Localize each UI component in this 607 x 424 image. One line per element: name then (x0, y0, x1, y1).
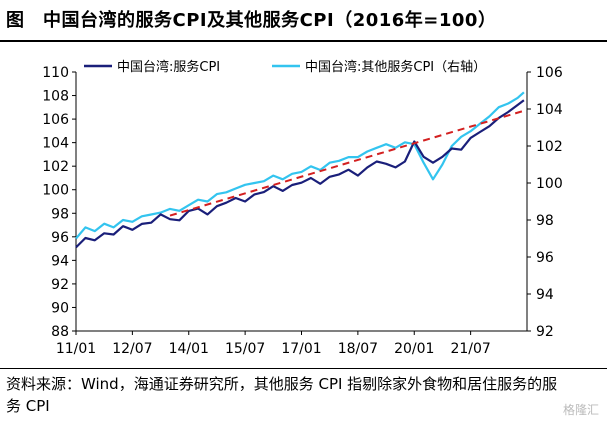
title-bar: 图 中国台湾的服务CPI及其他服务CPI（2016年=100） (0, 0, 607, 46)
left-axis-tick-label: 96 (51, 230, 69, 246)
other-services-cpi-line (75, 91, 525, 240)
footer-rule (0, 368, 607, 369)
title-rule (0, 40, 607, 42)
left-axis-tick-label: 94 (51, 253, 69, 269)
right-axis-tick-label: 92 (536, 324, 554, 340)
trend-line (169, 109, 525, 217)
left-axis-tick-label: 100 (42, 183, 69, 199)
right-axis-tick-label: 94 (536, 287, 554, 303)
x-axis-tick-label: 12/07 (112, 341, 152, 357)
chart-legend: 中国台湾:服务CPI 中国台湾:其他服务CPI（右轴） (84, 59, 486, 75)
right-axis-tick-label: 106 (536, 65, 563, 81)
x-axis-tick-label: 18/07 (338, 341, 378, 357)
x-axis-tick-label: 15/07 (225, 341, 265, 357)
right-axis-tick-label: 96 (536, 250, 554, 266)
source-note: 资料来源：Wind，海通证券研究所，其他服务 CPI 指剔除家外食物和居住服务的… (6, 375, 558, 415)
right-axis-tick-label: 104 (536, 102, 563, 118)
x-axis-tick-label: 20/01 (394, 341, 434, 357)
x-axis-tick-label: 14/01 (169, 341, 209, 357)
chart-title: 图 中国台湾的服务CPI及其他服务CPI（2016年=100） (6, 10, 497, 31)
left-axis-tick-label: 108 (42, 89, 69, 105)
chart-axes: 88 90 92 94 96 98 100 102 104 106 108 110 92 94 96 98 10… (42, 65, 563, 357)
left-axis-tick-label: 104 (42, 136, 69, 152)
x-axis-tick-label: 21/07 (450, 341, 490, 357)
left-axis-tick-label: 106 (42, 112, 69, 128)
left-axis-tick-label: 90 (51, 300, 69, 316)
chart: 88 90 92 94 96 98 100 102 104 106 108 110 92 94 96 98 10… (42, 59, 563, 357)
right-axis-tick-label: 102 (536, 139, 563, 155)
left-axis-tick-label: 110 (42, 65, 69, 81)
legend-label-services: 中国台湾:服务CPI (117, 59, 220, 75)
legend-label-other-services: 中国台湾:其他服务CPI（右轴） (305, 59, 486, 75)
services-cpi-line (75, 99, 525, 249)
left-axis-tick-label: 102 (42, 159, 69, 175)
x-axis-tick-label: 11/01 (56, 341, 96, 357)
chart-series-layer (75, 91, 525, 249)
right-axis-tick-label: 98 (536, 213, 554, 229)
left-axis-tick-label: 92 (51, 277, 69, 293)
right-axis-tick-label: 100 (536, 176, 563, 192)
watermark-logo: 格隆汇 (562, 403, 599, 417)
left-axis-tick-label: 88 (51, 324, 69, 340)
left-axis-tick-label: 98 (51, 206, 69, 222)
x-axis-tick-label: 17/01 (281, 341, 321, 357)
